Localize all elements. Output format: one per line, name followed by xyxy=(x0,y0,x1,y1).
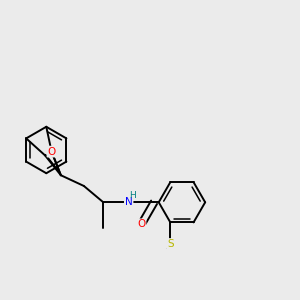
Text: O: O xyxy=(137,219,146,229)
Text: S: S xyxy=(167,239,174,249)
Text: N: N xyxy=(125,197,133,207)
Text: H: H xyxy=(129,191,136,200)
Text: O: O xyxy=(47,147,56,157)
